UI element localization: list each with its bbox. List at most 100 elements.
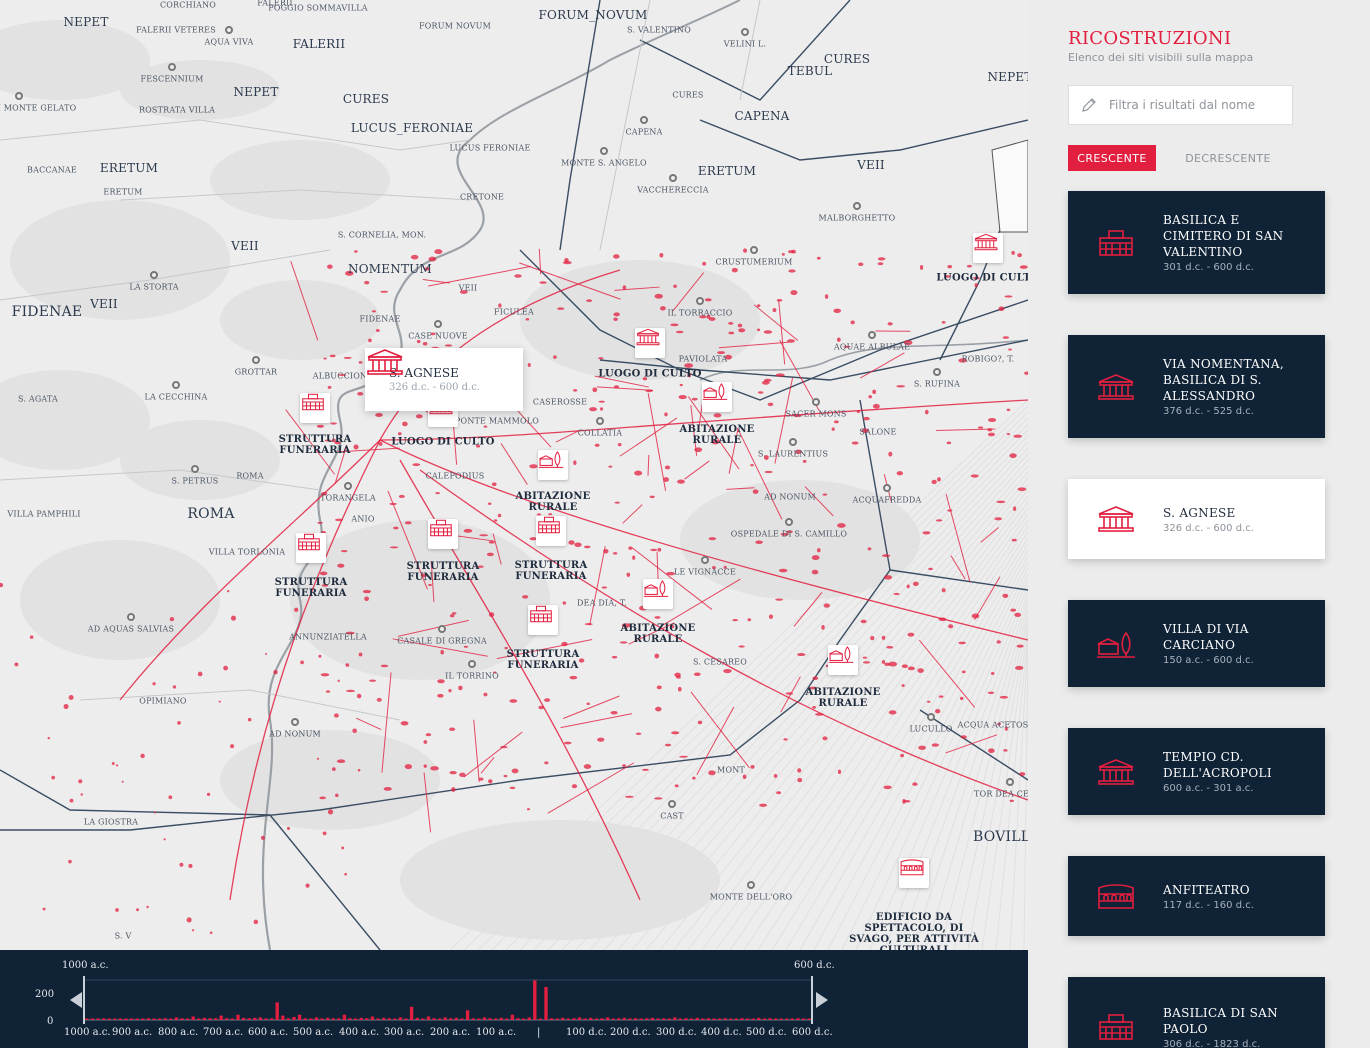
place-label: ROMA xyxy=(187,506,235,522)
search-input[interactable] xyxy=(1109,98,1284,112)
site-card[interactable]: BASILICA DI SAN PAOLO 306 d.c. - 1823 d.c… xyxy=(1068,977,1325,1048)
timeline-bar xyxy=(152,1018,156,1020)
timeline-bar xyxy=(208,1018,212,1020)
map-marker-funerary[interactable] xyxy=(300,393,330,423)
timeline-bar xyxy=(297,1014,302,1020)
timeline-x-tick: 200 d.c. xyxy=(610,1027,651,1038)
timeline-bar xyxy=(230,1018,235,1020)
sort-ascending-button[interactable]: CRESCENTE xyxy=(1068,145,1156,171)
map-marker-temple[interactable] xyxy=(635,328,665,358)
place-label: PAVIOLATA xyxy=(678,354,728,364)
timeline-bar xyxy=(275,1002,279,1020)
site-card[interactable]: BASILICA E CIMITERO DI SAN VALENTINO 301 … xyxy=(1068,191,1325,294)
timeline-bar xyxy=(801,1018,806,1020)
map-marker-villa[interactable] xyxy=(643,579,673,609)
map-marker-temple[interactable] xyxy=(973,233,1003,263)
place-label: VILLA TORLONIA xyxy=(208,547,286,557)
timeline-right-handle[interactable] xyxy=(812,990,828,1010)
site-card-title: TEMPIO CD. DELL'ACROPOLI xyxy=(1163,750,1272,780)
place-label: FORUM NOVUM xyxy=(419,21,491,31)
pencil-icon xyxy=(1069,97,1109,113)
place-label: S. AGATA xyxy=(17,394,59,404)
timeline-bar xyxy=(180,1018,184,1020)
place-label: TOR DEA CENCI xyxy=(974,789,1028,799)
timeline-bar xyxy=(482,1017,487,1020)
timeline-bar xyxy=(320,1018,324,1020)
marker-label: STRUTTURA FUNERARIA xyxy=(514,560,588,582)
timeline-bar xyxy=(292,1016,296,1020)
map-marker-funerary[interactable] xyxy=(296,533,326,563)
timeline-bar xyxy=(594,1018,599,1020)
place-label: ERETUM xyxy=(99,161,159,175)
timeline-bar xyxy=(353,1018,358,1020)
timeline-bar xyxy=(325,1017,330,1020)
timeline-bar xyxy=(404,1018,408,1020)
map-marker-funerary[interactable] xyxy=(536,516,566,546)
place-label: OPIMIANO xyxy=(139,696,187,706)
timeline-bar xyxy=(773,1018,778,1020)
site-card[interactable]: VILLA DI VIA CARCIANO 150 a.c. - 600 d.c. xyxy=(1068,600,1325,687)
place-label: NEPET xyxy=(63,15,109,29)
place-label: VELINI L. xyxy=(723,39,767,49)
map-marker-villa[interactable] xyxy=(702,382,732,412)
timeline-x-tick: 1000 a.c. xyxy=(64,1027,111,1038)
place-dot xyxy=(701,556,709,564)
map-popup-s-agnese[interactable]: S. AGNESE 326 d.c. - 600 d.c. xyxy=(365,348,523,411)
timeline-bar xyxy=(96,1018,100,1020)
site-card[interactable]: VIA NOMENTANA, BASILICA DI S. ALESSANDRO… xyxy=(1068,335,1325,438)
timeline-bar xyxy=(185,1018,190,1020)
villa-icon xyxy=(1068,630,1163,658)
timeline-bar xyxy=(387,1018,391,1020)
timeline-bar xyxy=(779,1018,783,1020)
sort-descending-button[interactable]: DECRESCENTE xyxy=(1176,145,1280,171)
timeline-bar xyxy=(465,1010,470,1020)
place-label: MONTE DELL'ORO xyxy=(709,892,793,902)
timeline-bar xyxy=(157,1018,162,1020)
map-marker-amphitheatre[interactable] xyxy=(899,858,929,888)
popup-date: 326 d.c. - 600 d.c. xyxy=(389,382,480,393)
site-card-date: 306 d.c. - 1823 d.c. xyxy=(1163,1038,1261,1048)
site-card-date: 376 d.c. - 525 d.c. xyxy=(1163,406,1254,417)
place-label: NEPET xyxy=(987,70,1028,84)
marker-label: STRUTTURA FUNERARIA xyxy=(274,577,348,599)
timeline-bar xyxy=(533,980,537,1020)
place-dot xyxy=(853,202,861,210)
map-canvas[interactable]: NEPET CORCHIANO FALERII FALERII VETERES AQUA… xyxy=(0,0,1028,950)
map-marker-funerary[interactable] xyxy=(528,605,558,635)
timeline-bar xyxy=(359,1017,363,1020)
timeline-bar xyxy=(566,1018,571,1020)
place-label: S. RUFINA xyxy=(913,379,961,389)
site-card[interactable]: ANFITEATRO 117 d.c. - 160 d.c. xyxy=(1068,856,1325,936)
place-label: S. CORNELIA, MON. xyxy=(337,230,427,240)
timeline-bar xyxy=(460,1018,464,1020)
timeline-left-handle[interactable] xyxy=(66,990,82,1010)
place-label: LA CECCHINA xyxy=(144,392,208,402)
place-dot xyxy=(15,92,23,100)
timeline-bar xyxy=(745,1018,750,1020)
temple-icon xyxy=(1068,758,1163,786)
timeline-bar xyxy=(241,1017,246,1020)
timeline[interactable]: 1000 a.c. 600 d.c. 200 0 1000 a.c. 900 a.… xyxy=(0,950,1028,1048)
marker-label: ABITAZIONE RURALE xyxy=(679,424,755,446)
place-dot xyxy=(291,718,299,726)
marker-label: ABITAZIONE RURALE xyxy=(515,491,591,513)
map-marker-villa[interactable] xyxy=(828,645,858,675)
timeline-bar xyxy=(365,1018,369,1020)
place-dot xyxy=(640,116,648,124)
timeline-bar xyxy=(236,1014,240,1020)
place-label: ANNUNZIATELLA xyxy=(289,632,367,642)
site-card[interactable]: S. AGNESE 326 d.c. - 600 d.c. xyxy=(1068,479,1325,559)
place-dot xyxy=(669,174,677,182)
timeline-bar xyxy=(544,987,548,1020)
place-label: S. LAURENTIUS xyxy=(757,449,829,459)
map-marker-villa[interactable] xyxy=(538,450,568,480)
timeline-x-tick: 700 a.c. xyxy=(203,1027,244,1038)
timeline-bar xyxy=(370,1016,375,1020)
site-card[interactable]: TEMPIO CD. DELL'ACROPOLI 600 a.c. - 301 a… xyxy=(1068,728,1325,815)
marker-label: LUOGO DI CULTO xyxy=(598,368,702,380)
map-marker-funerary[interactable] xyxy=(428,519,458,549)
place-label: ROMA xyxy=(236,471,264,481)
timeline-y-tick: 0 xyxy=(47,1016,54,1027)
timeline-bar xyxy=(477,1018,481,1020)
timeline-x-tick: 600 d.c. xyxy=(792,1027,833,1038)
